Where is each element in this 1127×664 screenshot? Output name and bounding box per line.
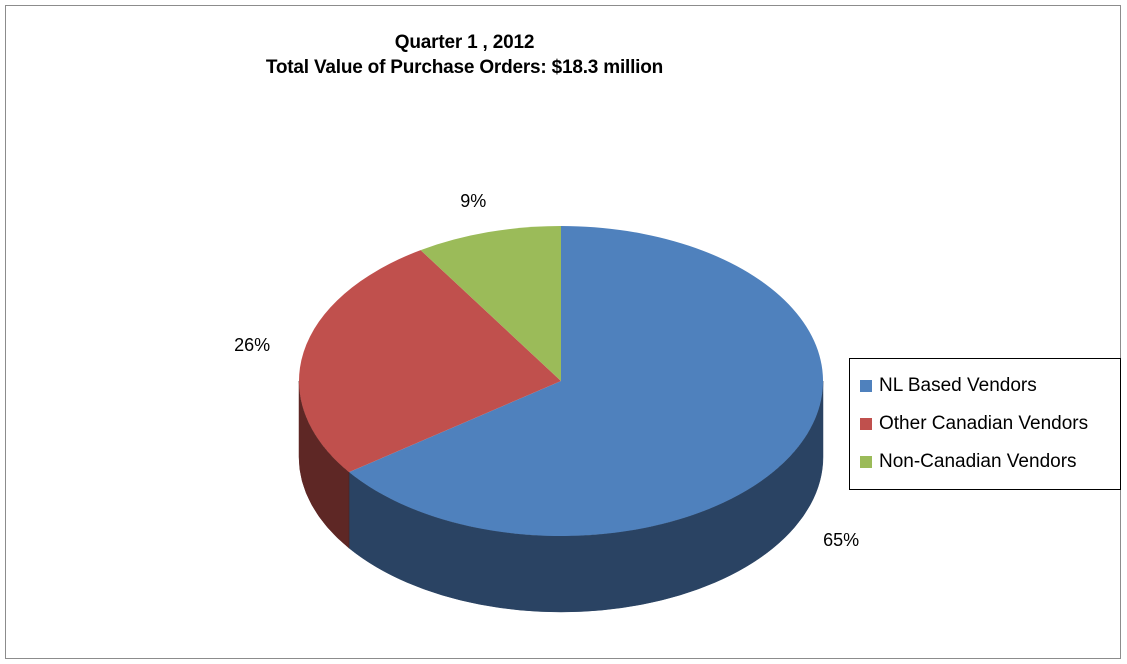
chart-title: Quarter 1 , 2012 Total Value of Purchase… xyxy=(0,30,929,80)
data-label: 9% xyxy=(460,191,486,211)
pie-slice xyxy=(298,250,561,473)
legend-swatch xyxy=(860,418,872,430)
chart-title-line1: Quarter 1 , 2012 xyxy=(394,32,535,53)
legend-label: Other Canadian Vendors xyxy=(879,413,1089,434)
pie-top-group xyxy=(298,226,823,537)
legend: NL Based Vendors Other Canadian Vendors … xyxy=(849,358,1121,490)
pie-slice xyxy=(349,226,823,537)
data-label: 26% xyxy=(234,335,270,355)
chart-title-line2: Total Value of Purchase Orders: $18.3 mi… xyxy=(265,57,664,78)
pie-slice xyxy=(420,226,561,381)
legend-item: Other Canadian Vendors xyxy=(850,405,1120,443)
legend-item: Non-Canadian Vendors xyxy=(850,443,1120,481)
legend-item: NL Based Vendors xyxy=(850,367,1120,405)
legend-label: Non-Canadian Vendors xyxy=(879,451,1077,472)
data-label: 65% xyxy=(823,530,859,550)
legend-swatch xyxy=(860,456,872,468)
legend-label: NL Based Vendors xyxy=(879,375,1037,396)
legend-swatch xyxy=(860,380,872,392)
